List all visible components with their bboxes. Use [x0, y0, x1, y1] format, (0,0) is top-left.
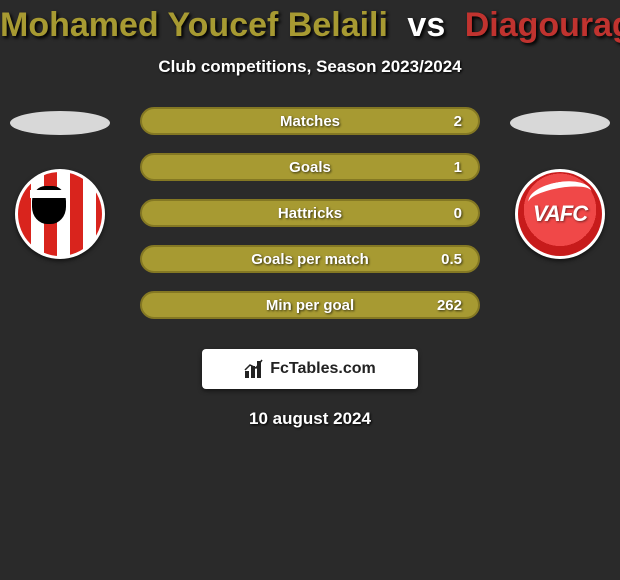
vafc-badge-inner: VAFC: [518, 172, 602, 256]
ajaccio-bandana-icon: [30, 190, 70, 198]
bar-label: Min per goal: [266, 297, 354, 314]
left-club-badge: [15, 169, 105, 259]
subtitle-row: Club competitions, Season 2023/2024: [0, 57, 620, 77]
bar-chart-icon: [244, 359, 264, 379]
right-player-column: VAFC: [500, 107, 620, 327]
date-text: 10 august 2024: [249, 409, 371, 428]
comparison-bar: Goals per match 0.5: [140, 245, 480, 273]
right-club-badge: VAFC: [515, 169, 605, 259]
comparison-bars: Matches 2 Goals 1 Hattricks 0 Goals per match 0…: [140, 107, 480, 319]
bar-label: Hattricks: [278, 205, 342, 222]
bar-right-value: 1: [432, 159, 462, 176]
comparison-bar: Hattricks 0: [140, 199, 480, 227]
comparison-bar: Matches 2: [140, 107, 480, 135]
vs-separator: vs: [407, 6, 445, 44]
ajaccio-badge-inner: [18, 172, 102, 256]
main-comparison-area: VAFC Matches 2 Goals 1 Hattricks 0 Goals per m…: [0, 107, 620, 327]
comparison-bar: Min per goal 262: [140, 291, 480, 319]
right-player-silhouette: [510, 111, 610, 135]
bar-right-value: 262: [432, 297, 462, 314]
footer-logo: FcTables.com: [202, 349, 418, 389]
comparison-infographic: Mohamed Youcef Belaili vs Diagouraga Clu…: [0, 0, 620, 580]
subtitle: Club competitions, Season 2023/2024: [158, 57, 461, 76]
bar-label: Goals per match: [251, 251, 369, 268]
left-player-column: [0, 107, 120, 327]
bar-right-value: 0: [432, 205, 462, 222]
bar-label: Goals: [289, 159, 331, 176]
comparison-bar: Goals 1: [140, 153, 480, 181]
bar-right-value: 2: [432, 113, 462, 130]
footer-logo-text: FcTables.com: [270, 360, 376, 378]
bar-right-value: 0.5: [432, 251, 462, 268]
date-row: 10 august 2024: [0, 409, 620, 429]
player2-name: Diagouraga: [465, 6, 620, 44]
bar-label: Matches: [280, 113, 340, 130]
page-title: Mohamed Youcef Belaili vs Diagouraga: [0, 6, 620, 45]
title-row: Mohamed Youcef Belaili vs Diagouraga: [0, 0, 620, 51]
player1-name: Mohamed Youcef Belaili: [0, 6, 388, 44]
left-player-silhouette: [10, 111, 110, 135]
